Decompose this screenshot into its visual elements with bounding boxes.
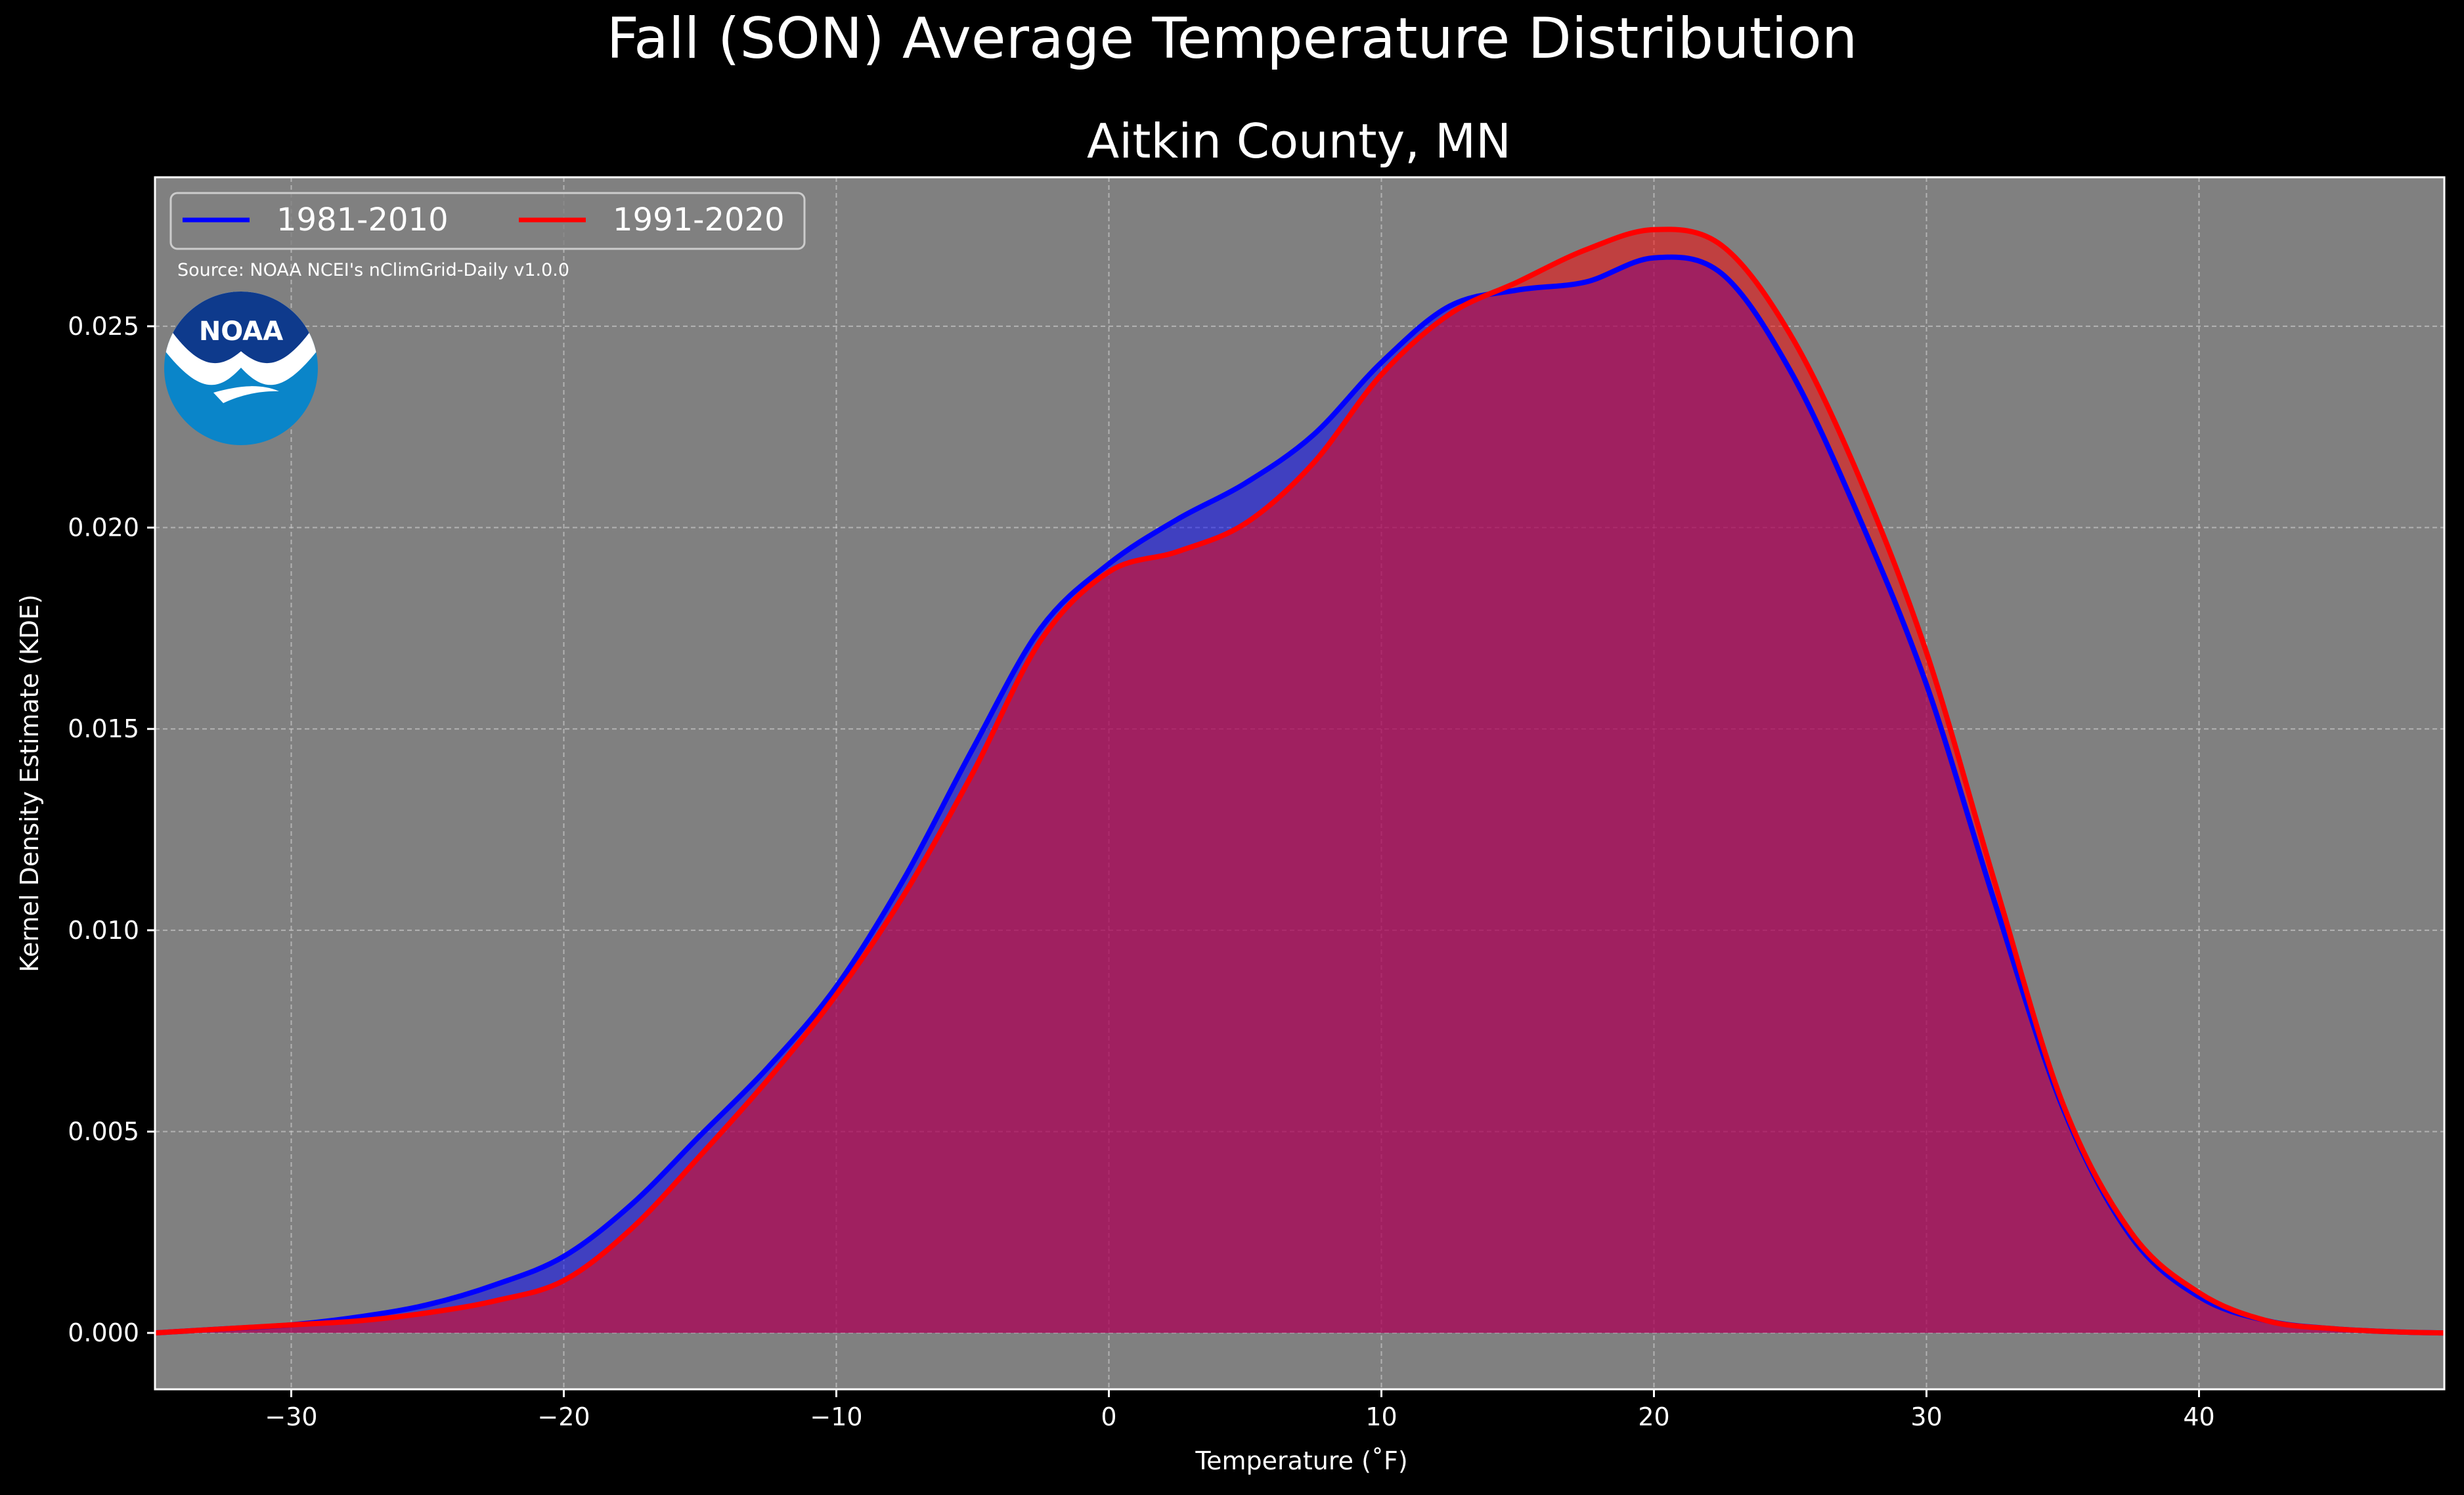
logo-sky: [169, 292, 313, 363]
x-tick-label: −30: [265, 1402, 317, 1431]
y-tick-label: 0.015: [68, 714, 139, 743]
series-layer: [154, 227, 2445, 1336]
source-note: Source: NOAA NCEI's nClimGrid-Daily v1.0…: [177, 260, 569, 280]
legend-label-1991-2020: 1991-2020: [613, 202, 785, 238]
x-tick-label: −20: [537, 1402, 590, 1431]
series-line-1991-2020: [154, 227, 2445, 1336]
x-tick-label: 0: [1101, 1402, 1116, 1431]
y-axis-label: Kernel Density Estimate (KDE): [15, 594, 44, 972]
y-tick-label: 0.020: [68, 513, 139, 542]
x-axis: −30 −20 −10 0 10 20 30 40: [265, 1389, 2215, 1431]
x-tick-label: 10: [1365, 1402, 1397, 1431]
logo-gull: [213, 386, 279, 403]
y-tick-label: 0.010: [68, 916, 139, 945]
chart-title: Fall (SON) Average Temperature Distribut…: [607, 6, 1858, 72]
plot-frame: [154, 176, 2446, 1391]
y-tick-label: 0.005: [68, 1117, 139, 1146]
y-tick-label: 0.025: [68, 312, 139, 341]
legend-label-1981-2010: 1981-2010: [276, 202, 449, 238]
legend: 1981-2010 1991-2020: [169, 192, 806, 250]
y-tick-label: 0.000: [68, 1318, 139, 1347]
x-tick-label: 30: [1910, 1402, 1942, 1431]
logo-text: NOAA: [199, 316, 283, 347]
x-tick-label: 40: [2183, 1402, 2214, 1431]
x-tick-label: 20: [1638, 1402, 1669, 1431]
series-area-1991-2020: [155, 229, 2444, 1333]
x-axis-label: Temperature (˚F): [1195, 1446, 1407, 1475]
legend-box: [169, 192, 806, 250]
chart-subtitle: Aitkin County, MN: [1087, 114, 1511, 169]
y-axis: 0.000 0.005 0.010 0.015 0.020 0.025: [68, 312, 155, 1347]
x-tick-label: −10: [810, 1402, 862, 1431]
